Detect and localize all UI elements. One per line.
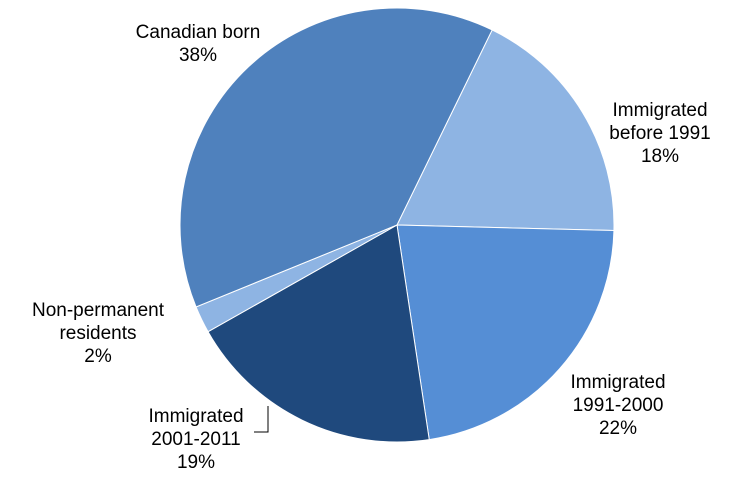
leader-line-immigrated-2001-2011 [254, 406, 269, 433]
slice-label-immigrated-1991-2000: Immigrated 1991-2000 22% [570, 372, 665, 439]
slice-label-non-permanent-residents: Non-permanent residents 2% [32, 300, 165, 367]
slice-label-immigrated-2001-2011: Immigrated 2001-2011 19% [148, 406, 243, 473]
leader-lines [254, 406, 269, 433]
pie-slice-immigrated-1991-2000 [396, 224, 615, 441]
slice-labels: Immigrated before 1991 18% Immigrated 1991-2… [32, 22, 711, 473]
pie-slice-canadian-born [179, 7, 493, 308]
slice-label-immigrated-before-1991: Immigrated before 1991 18% [609, 100, 710, 167]
pie-slice-immigrated-before-1991 [396, 29, 615, 232]
pie-slice-immigrated-2001-2011 [207, 224, 430, 443]
pie-slices [179, 7, 615, 443]
slice-label-canadian-born: Canadian born 38% [136, 22, 261, 66]
